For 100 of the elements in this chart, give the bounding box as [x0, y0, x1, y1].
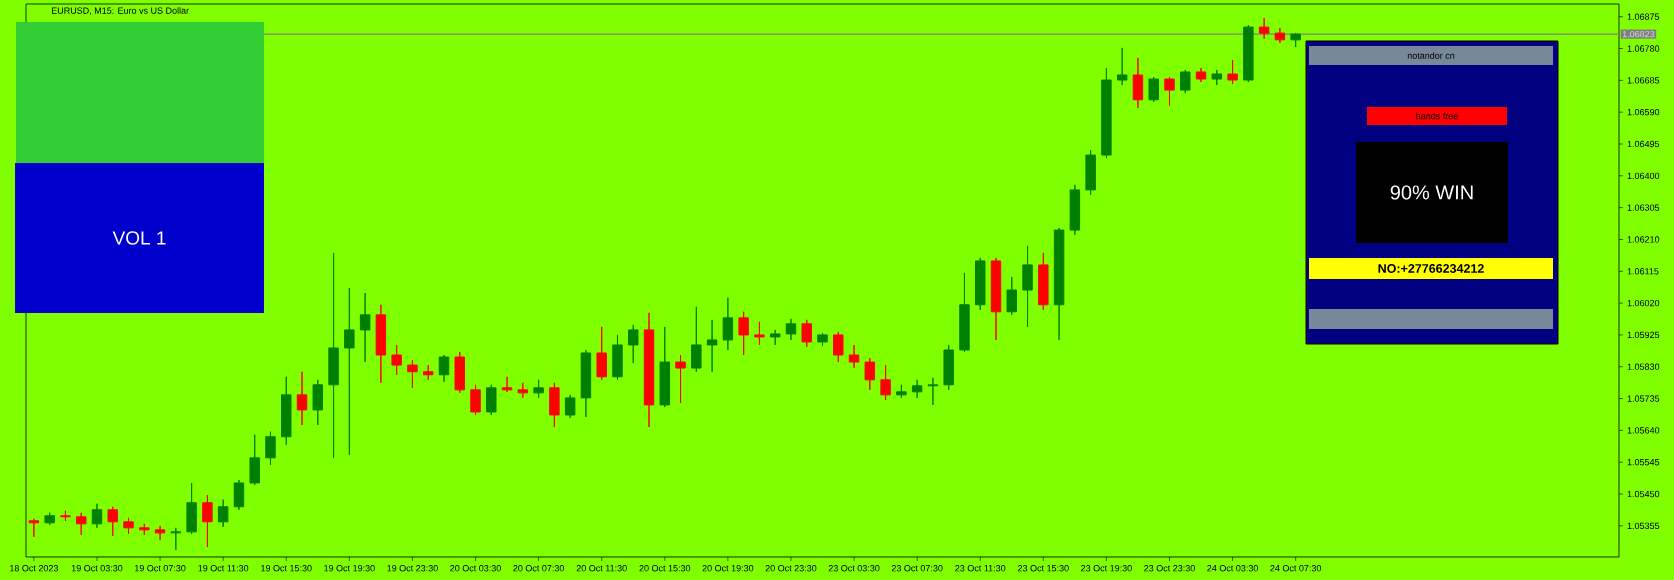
y-tick-label: 1.05545 [1627, 459, 1660, 466]
candlestick [1148, 76, 1159, 103]
candlestick [28, 518, 40, 538]
y-tick-label: 1.05355 [1627, 522, 1660, 530]
candlestick [1085, 149, 1096, 196]
candlestick [249, 434, 260, 486]
candlestick [1101, 67, 1112, 159]
candlestick [154, 525, 166, 541]
candlestick [864, 357, 876, 391]
candlestick [328, 252, 339, 459]
x-tick-label: 20 Oct 19:30 [702, 565, 754, 572]
y-tick-label: 1.06780 [1627, 45, 1660, 52]
candlestick [1195, 67, 1207, 83]
candlestick [186, 482, 197, 535]
candlestick [675, 354, 686, 404]
candlestick [44, 512, 55, 526]
candlestick [1258, 17, 1270, 40]
candlestick [75, 512, 87, 536]
x-tick-label: 20 Oct 23:30 [765, 565, 817, 572]
candlestick [139, 523, 150, 536]
x-tick-label: 20 Oct 03:30 [450, 565, 501, 572]
chart-title: EURUSD, M15: Euro vs US Dollar [51, 7, 189, 15]
annotation: hands free [1416, 112, 1458, 120]
x-tick-label: 19 Oct 07:30 [135, 565, 186, 572]
candlestick [1069, 184, 1081, 236]
candlestick [296, 371, 308, 426]
candlestick [1243, 24, 1254, 83]
candlestick [596, 326, 607, 381]
candlestick [801, 319, 812, 348]
candlestick [501, 376, 513, 393]
candlestick [1053, 227, 1065, 341]
candlestick [123, 517, 134, 535]
candlestick [817, 332, 828, 347]
candlestick [1006, 276, 1017, 316]
x-tick-label: 19 Oct 11:30 [198, 565, 249, 572]
y-tick-label: 1.05925 [1627, 331, 1660, 339]
x-tick-label: 18 Oct 2023 [10, 565, 59, 572]
candlestick [265, 431, 276, 466]
ref-line-label: 1.06823 [1622, 30, 1655, 38]
y-tick-label: 1.06875 [1627, 13, 1660, 20]
annotation: NO:+27766234212 [1378, 264, 1484, 273]
y-tick-label: 1.05640 [1627, 427, 1660, 434]
y-tick-label: 1.05735 [1627, 395, 1660, 402]
candlestick [691, 306, 702, 373]
candlestick [1227, 59, 1238, 85]
y-tick-label: 1.06115 [1627, 268, 1659, 275]
candlestick [202, 494, 213, 548]
x-tick-label: 20 Oct 07:30 [513, 565, 565, 572]
candlestick [1290, 32, 1301, 48]
y-tick-label: 1.06020 [1627, 299, 1660, 307]
x-tick-label: 19 Oct 23:30 [387, 565, 438, 572]
candlestick [1116, 47, 1128, 86]
candlestick [533, 379, 544, 399]
candlestick [943, 344, 954, 391]
x-tick-label: 19 Oct 19:30 [324, 565, 375, 572]
x-tick-label: 23 Oct 15:30 [1018, 565, 1069, 572]
y-tick-label: 1.06400 [1627, 172, 1660, 180]
candlestick [549, 382, 560, 428]
y-tick-label: 1.06495 [1627, 140, 1660, 148]
candlestick [107, 506, 118, 537]
candlestick [974, 257, 986, 311]
annotation: 90% WIN [1390, 185, 1473, 200]
candlestick [785, 318, 797, 341]
candlestick [486, 384, 497, 416]
candlestick [580, 349, 592, 418]
x-tick-label: 24 Oct 03:30 [1207, 565, 1258, 572]
candlestick [281, 376, 292, 446]
candlestick [470, 384, 481, 416]
candlestick [927, 377, 939, 406]
candlestick [344, 287, 355, 456]
annotation: notandor cn [1407, 52, 1455, 59]
candlestick [848, 344, 860, 369]
candlestick [612, 334, 623, 381]
candlestick [170, 527, 182, 551]
candlestick [896, 384, 907, 399]
candlestick [391, 344, 402, 376]
candlestick [1038, 252, 1049, 311]
x-tick-label: 23 Oct 19:30 [1081, 565, 1132, 572]
candlestick [517, 382, 529, 399]
candlestick [1274, 27, 1286, 44]
candlestick [312, 379, 324, 426]
x-tick-label: 19 Oct 03:30 [71, 565, 123, 572]
candlestick [407, 359, 418, 389]
y-tick-label: 1.06210 [1627, 236, 1660, 243]
candlestick [1022, 245, 1033, 328]
annotation: VOL 1 [112, 231, 166, 245]
candlestick [754, 321, 765, 346]
candlestick [738, 311, 749, 356]
x-tick-label: 24 Oct 07:30 [1270, 565, 1322, 572]
x-tick-label: 23 Oct 07:30 [891, 565, 943, 572]
x-tick-label: 20 Oct 11:30 [576, 565, 627, 572]
candlestick [217, 499, 229, 528]
candlestick [1211, 69, 1223, 86]
candlestick [722, 297, 734, 351]
candlestick [60, 510, 71, 522]
x-tick-label: 23 Oct 23:30 [1144, 565, 1195, 572]
x-tick-label: 23 Oct 11:30 [955, 565, 1006, 572]
candlestick [1180, 69, 1191, 94]
candlestick [990, 257, 1002, 341]
candlestick [564, 394, 576, 419]
